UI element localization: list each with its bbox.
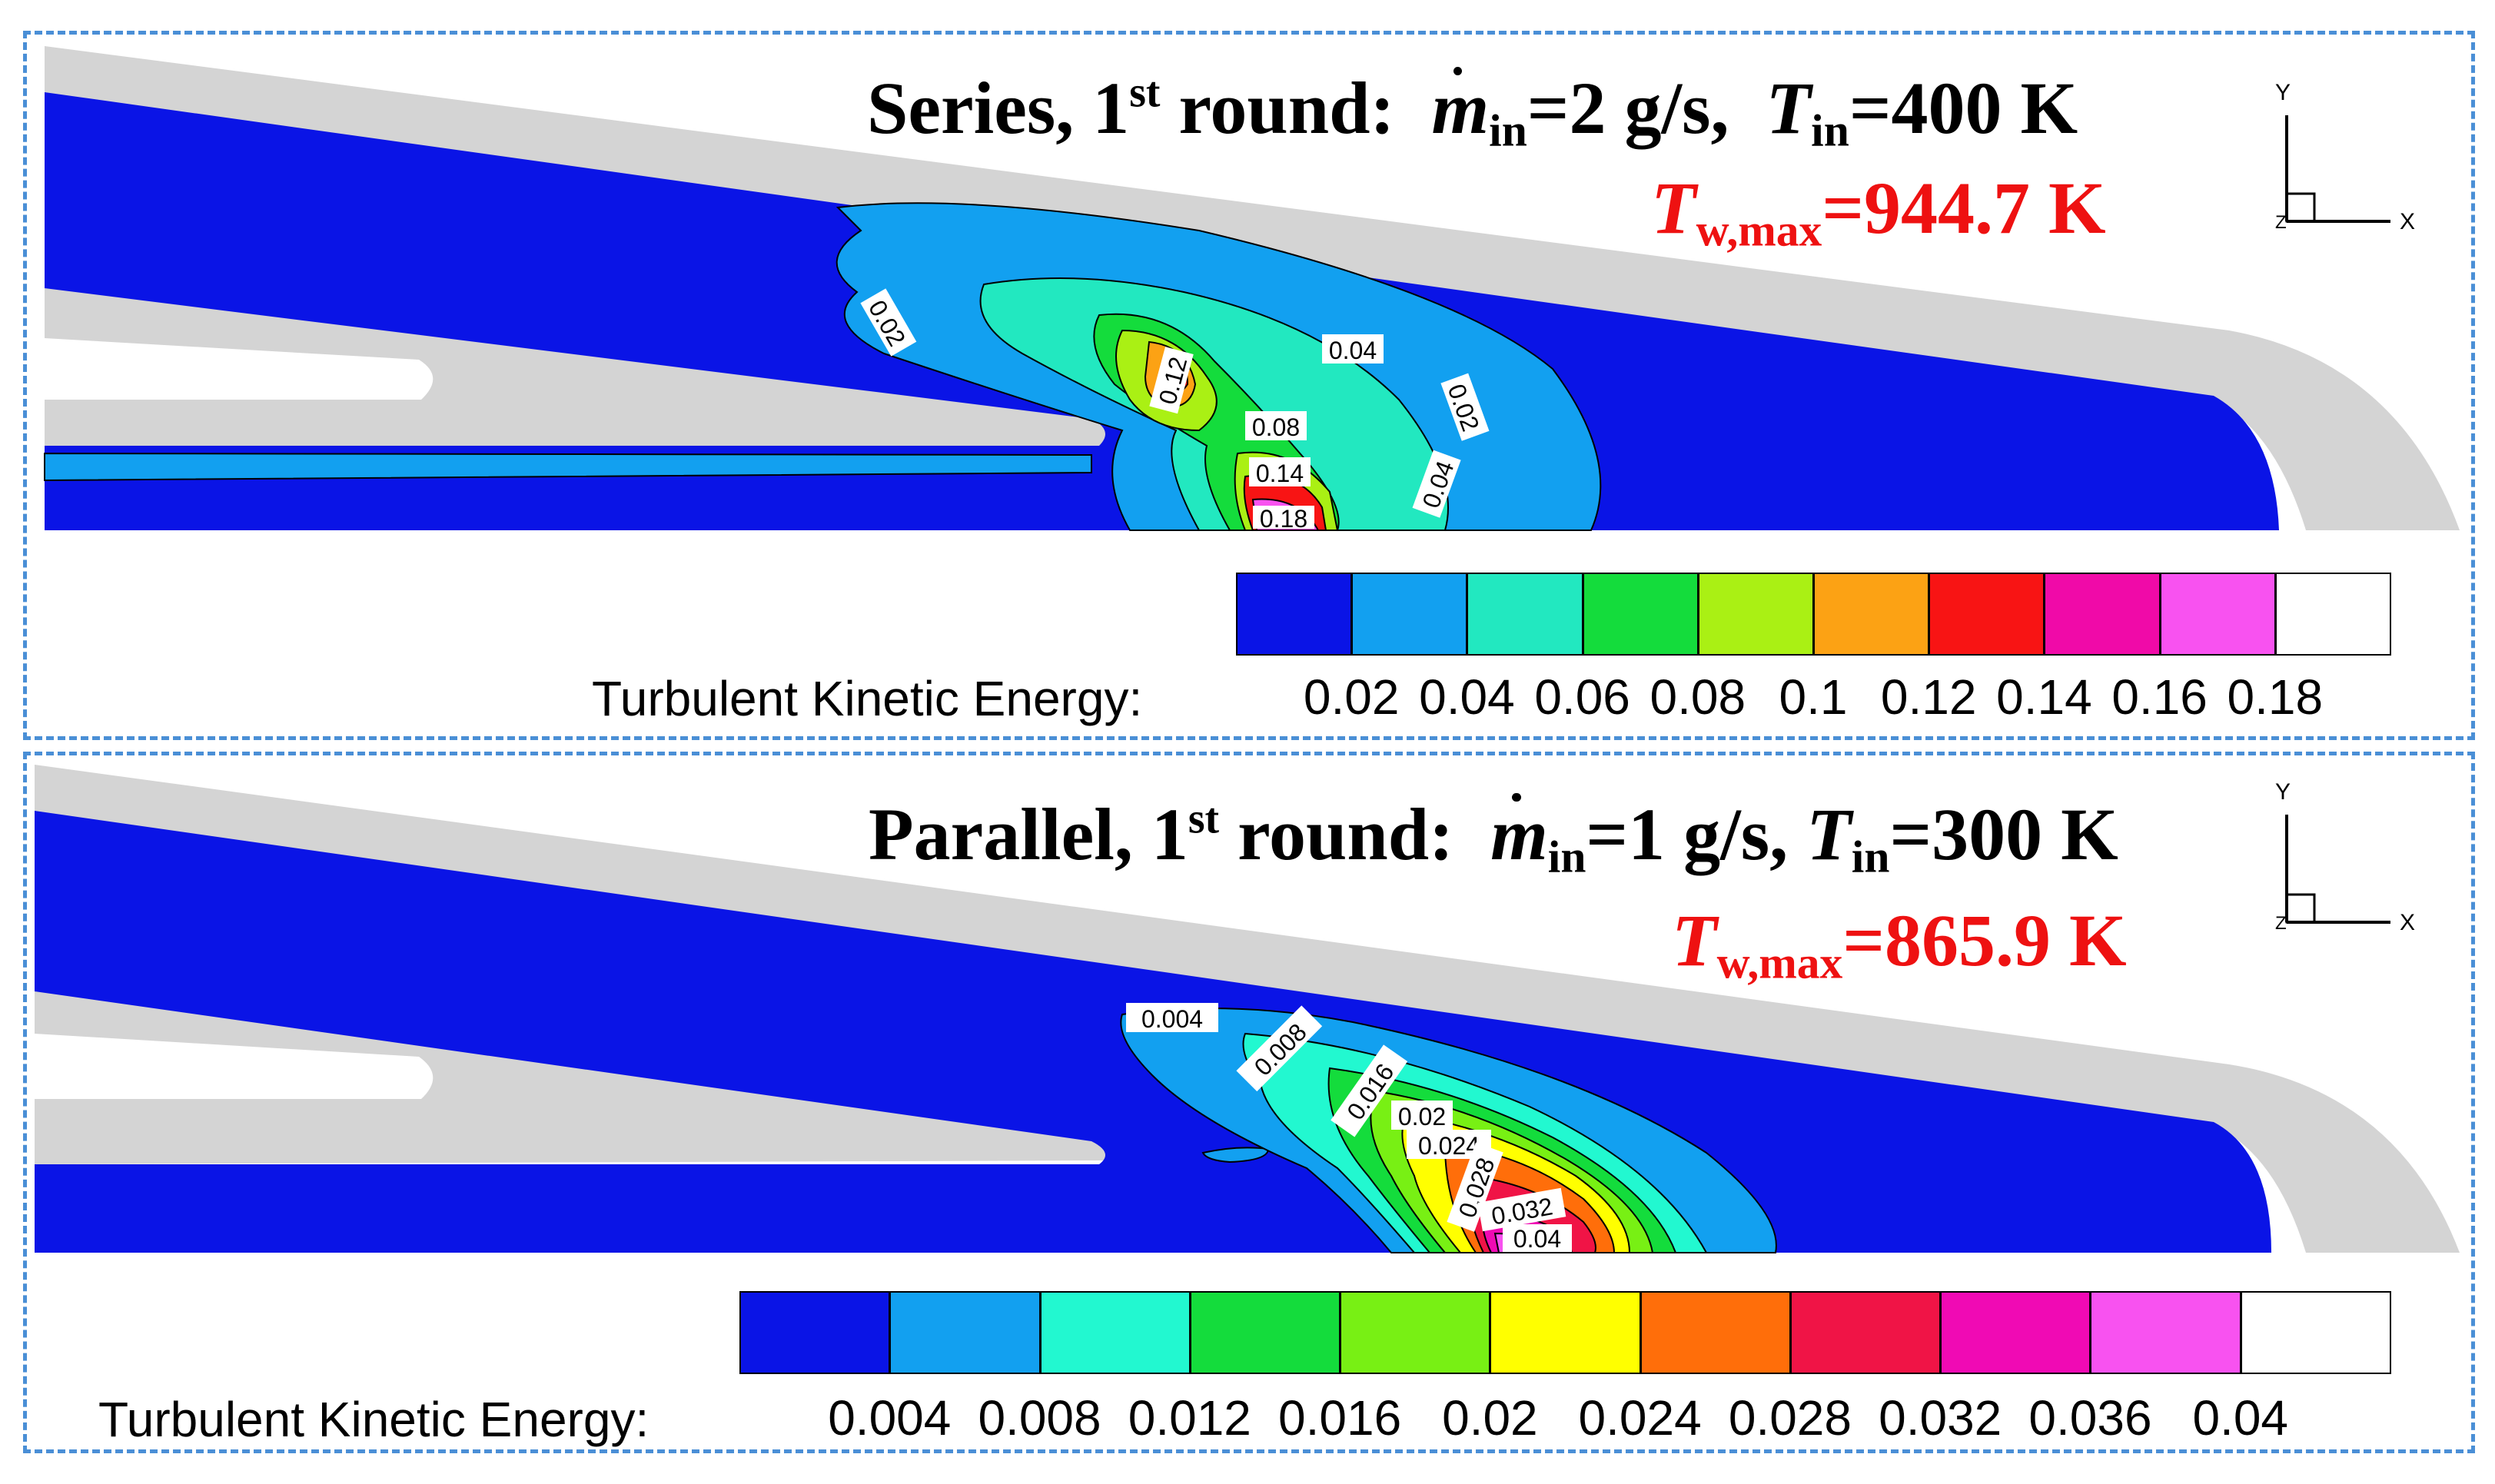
parallel-colorbar-cell-1 [889, 1291, 1040, 1374]
parallel-contour-label-7-text: 0.04 [1513, 1225, 1561, 1253]
parallel-axis-y-label: Y [2275, 779, 2291, 805]
parallel-mass-sub: in [1548, 832, 1586, 882]
parallel-mass-value: =1 g/s, [1586, 793, 1806, 875]
parallel-colorbar-cell-2 [1040, 1291, 1191, 1374]
parallel-contour-plot: 0.004 0.008 0.016 0.02 0.024 0.028 0.032… [0, 0, 2495, 1484]
parallel-colorbar-tick-1: 0.008 [978, 1389, 1101, 1446]
parallel-colorbar-tick-4: 0.02 [1442, 1389, 1538, 1446]
parallel-contour-label-3: 0.02 [1391, 1101, 1453, 1130]
parallel-axis-triad [2287, 815, 2390, 922]
parallel-axis-x-label: X [2400, 910, 2415, 936]
parallel-contour-label-0-text: 0.004 [1141, 1005, 1203, 1033]
parallel-colorbar-tick-9: 0.04 [2192, 1389, 2288, 1446]
parallel-axis-z-label: Z [2275, 913, 2287, 935]
parallel-legend-title: Turbulent Kinetic Energy: [98, 1391, 649, 1448]
parallel-colorbar-cell-9 [2090, 1291, 2241, 1374]
parallel-colorbar-tick-5: 0.024 [1579, 1389, 1702, 1446]
parallel-colorbar [739, 1291, 2390, 1374]
parallel-colorbar-tick-2: 0.012 [1128, 1389, 1251, 1446]
parallel-colorbar-cell-4 [1340, 1291, 1490, 1374]
parallel-colorbar-cell-6 [1640, 1291, 1791, 1374]
parallel-contour-label-0: 0.004 [1126, 1003, 1218, 1033]
parallel-tw-sub: w,max [1717, 938, 1843, 988]
parallel-colorbar-tick-8: 0.036 [2028, 1389, 2151, 1446]
parallel-headline-prefix: Parallel, 1 [869, 793, 1188, 875]
parallel-colorbar-tick-7: 0.032 [1879, 1389, 2002, 1446]
parallel-colorbar-cell-0 [739, 1291, 890, 1374]
parallel-headline-sup: st [1188, 795, 1219, 842]
parallel-temp-symbol: T [1806, 793, 1852, 875]
parallel-tw-symbol: T [1672, 899, 1717, 981]
parallel-temp-sub: in [1852, 832, 1890, 882]
parallel-colorbar-tick-0: 0.004 [828, 1389, 951, 1446]
parallel-headline: Parallel, 1st round: min=1 g/s, Tin=300 … [869, 792, 2118, 884]
parallel-colorbar-tick-3: 0.016 [1278, 1389, 1401, 1446]
parallel-colorbar-cell-10 [2241, 1291, 2391, 1374]
parallel-headline-middle: round: [1219, 793, 1490, 875]
parallel-colorbar-labels: 0.004 0.008 0.012 0.016 0.02 0.024 0.028 0.032 0… [739, 1389, 2390, 1451]
parallel-colorbar-cell-3 [1190, 1291, 1341, 1374]
parallel-tw-max: Tw,max=865.9 K [1672, 898, 2127, 990]
parallel-colorbar-tick-6: 0.028 [1729, 1389, 1852, 1446]
parallel-temp-value: =300 K [1889, 793, 2118, 875]
parallel-colorbar-cell-5 [1490, 1291, 1640, 1374]
parallel-colorbar-cell-7 [1790, 1291, 1941, 1374]
parallel-contour-label-7: 0.04 [1503, 1224, 1572, 1253]
parallel-tw-value: =865.9 K [1842, 899, 2126, 981]
parallel-colorbar-cell-8 [1940, 1291, 2091, 1374]
parallel-contour-label-3-text: 0.02 [1398, 1103, 1446, 1130]
parallel-contour-label-4-text: 0.024 [1418, 1132, 1480, 1160]
parallel-mass-symbol: m [1490, 792, 1548, 877]
